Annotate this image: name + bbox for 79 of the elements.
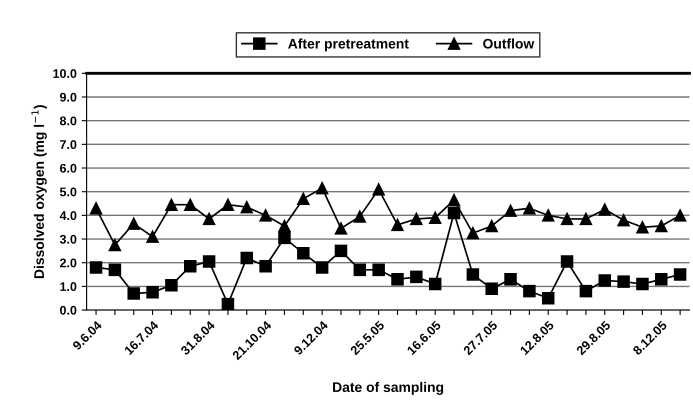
y-tick-label: 0.0 <box>60 306 76 315</box>
point <box>410 270 423 284</box>
point <box>523 284 536 298</box>
point <box>617 214 630 226</box>
y-tick-label: 6.0 <box>60 164 76 173</box>
point <box>297 246 310 260</box>
point <box>108 264 122 276</box>
point <box>560 212 574 226</box>
point <box>466 268 480 281</box>
point <box>372 264 385 276</box>
point <box>636 278 649 290</box>
point <box>165 278 178 292</box>
point <box>428 211 442 224</box>
point <box>655 273 668 286</box>
point <box>391 218 404 232</box>
point <box>90 202 102 215</box>
y-tick-label: 10.0 <box>53 69 76 78</box>
point <box>354 264 366 276</box>
point <box>90 261 102 274</box>
point <box>542 292 554 304</box>
point <box>580 284 592 298</box>
point <box>448 206 460 220</box>
point <box>316 261 328 274</box>
point <box>334 222 348 235</box>
point <box>598 274 611 287</box>
point <box>466 226 480 240</box>
point <box>448 194 460 206</box>
point <box>655 220 668 232</box>
point <box>410 212 423 226</box>
point <box>240 252 254 264</box>
point <box>222 198 234 211</box>
point <box>372 183 385 196</box>
point <box>617 275 630 288</box>
x-axis-title: Date of sampling <box>333 382 444 395</box>
point <box>636 220 649 234</box>
point <box>278 232 291 244</box>
point <box>580 212 592 226</box>
point <box>184 198 196 211</box>
point <box>504 273 517 286</box>
point <box>259 260 272 273</box>
point <box>485 220 498 232</box>
point <box>146 286 159 299</box>
point <box>523 202 536 215</box>
point <box>504 204 517 217</box>
point <box>222 298 234 310</box>
y-tick-label: 5.0 <box>60 187 76 196</box>
point <box>391 273 404 286</box>
point <box>165 198 178 211</box>
point <box>240 200 254 214</box>
y-tick-label: 7.0 <box>60 140 76 149</box>
y-tick-label: 4.0 <box>60 211 76 220</box>
point <box>316 182 328 194</box>
point <box>354 210 366 223</box>
point <box>278 220 291 232</box>
point <box>485 282 498 296</box>
y-tick-label: 1.0 <box>60 282 76 292</box>
y-axis-title: Dissolved oxygen (mg l$^{−1}$) <box>31 105 47 278</box>
y-tick-label: 3.0 <box>60 234 76 244</box>
point <box>428 278 442 290</box>
point <box>202 255 216 268</box>
point <box>259 209 272 222</box>
point <box>674 268 686 281</box>
point <box>542 209 554 222</box>
point <box>108 238 122 252</box>
y-tick-label: 2.0 <box>60 258 76 268</box>
point <box>334 244 348 258</box>
point <box>184 260 196 273</box>
legend-label: Outflow <box>483 38 534 49</box>
point <box>146 230 159 243</box>
point <box>598 203 611 216</box>
point <box>202 212 216 226</box>
y-tick-label: 9.0 <box>60 92 76 102</box>
legend-label: After pretreatment <box>288 38 409 52</box>
point <box>674 209 686 222</box>
point <box>127 217 140 230</box>
y-tick-label: 8.0 <box>60 116 76 126</box>
point <box>127 287 140 300</box>
point <box>297 192 310 206</box>
point <box>560 255 574 268</box>
